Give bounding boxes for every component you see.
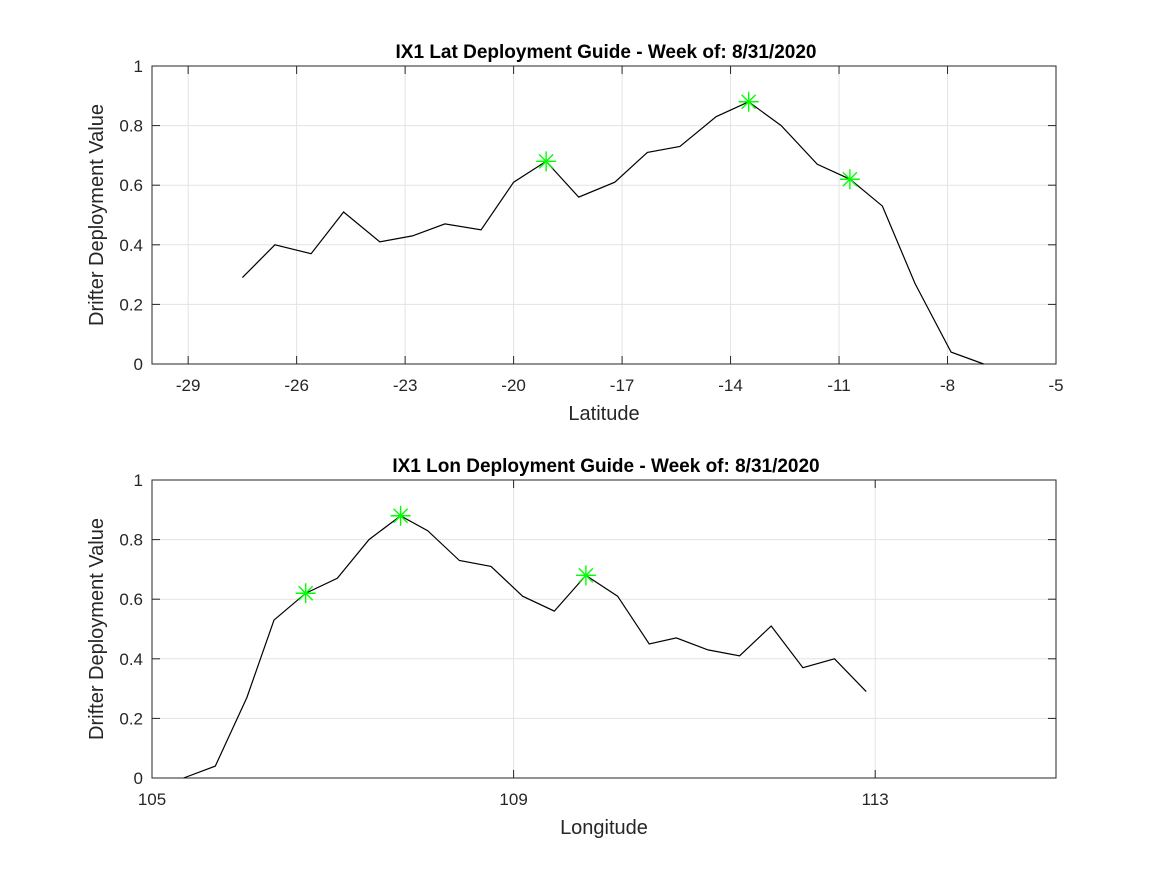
- lat-ytick-label: 0.4: [119, 236, 143, 255]
- lon-y-axis-label: Drifter Deployment Value: [86, 518, 108, 740]
- lat-peak-marker: [839, 169, 860, 190]
- lat-y-axis-label: Drifter Deployment Value: [86, 104, 108, 326]
- lon-ytick-label: 0.6: [119, 590, 143, 609]
- lat-ytick-label: 0.2: [119, 295, 143, 314]
- lat-series-line: [241, 101, 984, 365]
- lat-ytick-label: 0.8: [119, 117, 143, 136]
- lon-ytick-label: 0.4: [119, 650, 143, 669]
- lat-ytick-label: 1: [134, 57, 143, 76]
- lon-series-line: [183, 515, 867, 779]
- lon-ytick-label: 0.2: [119, 709, 143, 728]
- lat-chart-title: IX1 Lat Deployment Guide - Week of: 8/31…: [396, 42, 817, 63]
- lon-chart: 105 109 113 0 0.2 0.4 0.6 0.8 1 IX1 Lon Deploymen…: [86, 456, 1057, 839]
- lat-xtick-label: -8: [940, 376, 955, 395]
- lat-x-axis-label: Latitude: [568, 403, 639, 425]
- lat-xtick-label: -26: [284, 376, 309, 395]
- lat-ytick-label: 0.6: [119, 176, 143, 195]
- lon-ytick-label: 0.8: [119, 531, 143, 550]
- lat-xtick-label: -11: [827, 376, 850, 395]
- lon-peak-marker: [390, 505, 411, 526]
- lon-xtick-label: 113: [862, 790, 889, 809]
- lon-ytick-label: 0: [134, 769, 143, 788]
- lat-chart: -29 -26 -23 -20 -17 -14 -11 -8 -5 0 0.2 0.4 0.6 0.8 1 I…: [86, 42, 1064, 425]
- lon-xtick-label: 109: [499, 790, 527, 809]
- lon-peak-marker: [575, 565, 596, 586]
- lat-xtick-label: -29: [176, 376, 201, 395]
- lon-x-axis-label: Longitude: [560, 817, 648, 839]
- lat-xtick-label: -17: [610, 376, 635, 395]
- lon-xtick-label: 105: [138, 790, 166, 809]
- lon-ytick-label: 1: [134, 471, 143, 490]
- lat-peak-marker: [536, 151, 557, 172]
- lat-ytick-label: 0: [134, 355, 143, 374]
- lon-peak-marker: [295, 583, 316, 604]
- lat-plot-frame: [151, 65, 1057, 365]
- lat-xtick-label: -23: [393, 376, 418, 395]
- lon-chart-title: IX1 Lon Deployment Guide - Week of: 8/31…: [392, 456, 819, 477]
- lat-peak-marker: [738, 91, 759, 112]
- lat-xtick-label: -14: [718, 376, 743, 395]
- lat-xtick-label: -20: [501, 376, 526, 395]
- lat-xtick-label: -5: [1048, 376, 1063, 395]
- lon-plot-frame: [151, 479, 1057, 779]
